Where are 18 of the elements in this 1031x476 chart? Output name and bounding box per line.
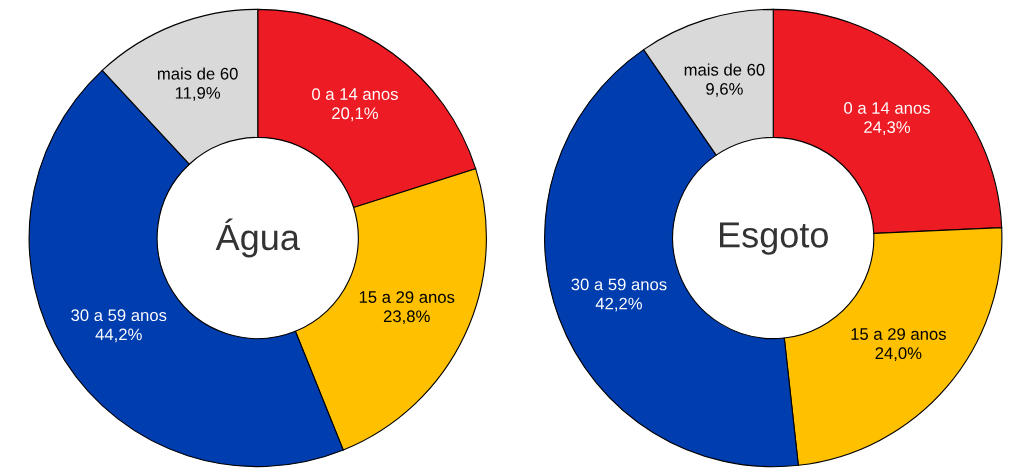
data-label: 20,1%	[332, 107, 378, 122]
data-label: 23,8%	[383, 310, 430, 325]
slice-label: 30 a 59 anos	[571, 278, 667, 291]
data-label: 42,2%	[595, 297, 642, 312]
data-label: 11,9%	[175, 86, 221, 101]
slice-label: 0 a 14 anos	[844, 102, 930, 114]
data-label: 24,0%	[875, 347, 922, 362]
data-label: 9,6%	[706, 83, 743, 97]
slice-label: 15 a 29 anos	[851, 328, 946, 340]
slice-label: mais de 60	[157, 67, 238, 80]
text: Água	[215, 218, 300, 258]
data-label: 24,3%	[864, 121, 911, 135]
slice-label: 0 a 14 anos	[312, 88, 398, 100]
slice-label: 15 a 29 anos	[359, 291, 455, 303]
data-label: 44,2%	[95, 328, 142, 343]
slice-label: 30 a 59 anos	[71, 309, 167, 322]
slice-label: mais de 60	[684, 63, 765, 76]
text: Esgoto	[720, 222, 828, 255]
